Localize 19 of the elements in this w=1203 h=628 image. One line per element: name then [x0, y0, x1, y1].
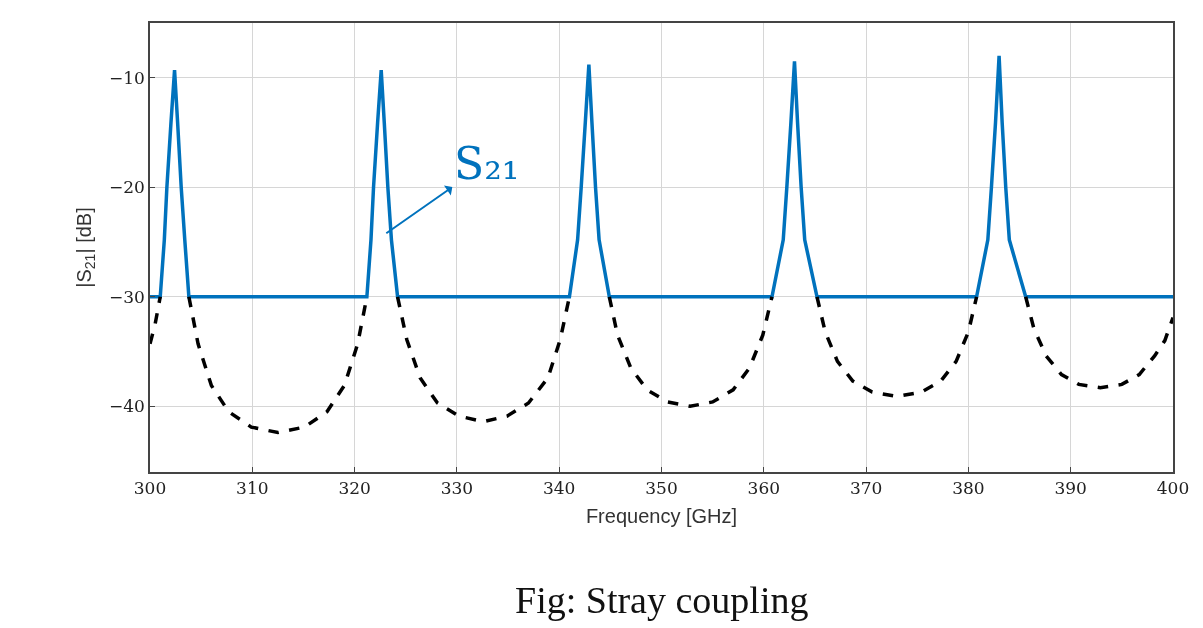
y-tick-label: −20	[108, 177, 145, 198]
line-series	[150, 54, 1173, 299]
annotation: S₂₁	[454, 138, 520, 189]
x-axis-title: Frequency [GHz]	[585, 505, 738, 528]
x-tick-label: 380	[952, 478, 985, 499]
x-tick-label: 370	[849, 478, 883, 499]
text: Fig: Stray coupling	[515, 579, 809, 621]
x-tick-label: 400	[1156, 478, 1190, 499]
x-tick-label: 300	[133, 478, 167, 499]
x-tick-label: 310	[236, 478, 269, 499]
y-tick-label: −30	[108, 286, 145, 307]
x-tick-label: 340	[542, 478, 576, 499]
y-tick-label: −40	[108, 396, 145, 417]
x-tick-label: 320	[338, 478, 371, 499]
x-tick-label: 350	[645, 478, 678, 499]
x-tick-label: 330	[440, 478, 474, 499]
x-tick-label: 360	[747, 478, 781, 499]
x-tick-label: 390	[1054, 478, 1087, 499]
y-tick-label: −10	[108, 67, 145, 88]
